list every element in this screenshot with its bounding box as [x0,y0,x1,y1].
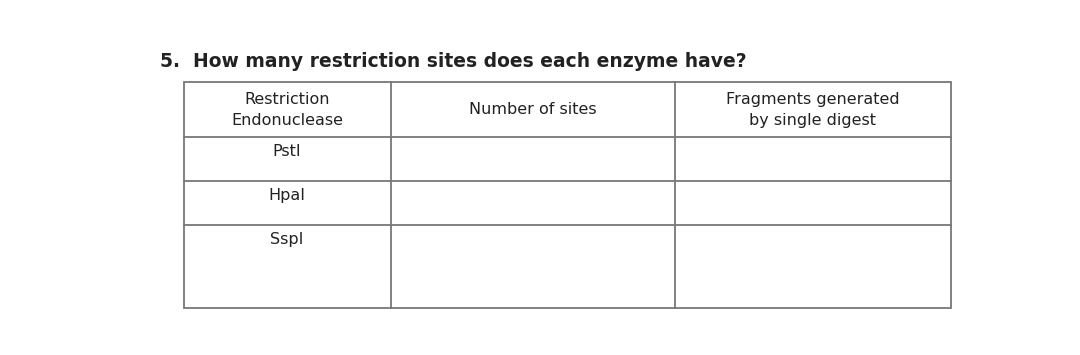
Text: SspI: SspI [270,232,303,247]
Text: Number of sites: Number of sites [469,102,596,118]
Text: Restriction
Endonuclease: Restriction Endonuclease [231,92,343,128]
Text: HpaI: HpaI [269,188,306,203]
Text: Fragments generated
by single digest: Fragments generated by single digest [726,92,900,128]
Text: 5.  How many restriction sites does each enzyme have?: 5. How many restriction sites does each … [160,52,746,71]
Text: PstI: PstI [273,144,301,159]
